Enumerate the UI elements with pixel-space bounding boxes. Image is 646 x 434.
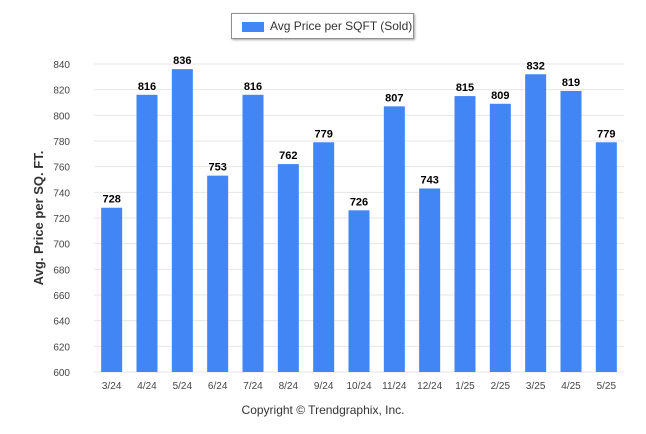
x-tick-label: 11/24 bbox=[382, 381, 407, 392]
y-tick-label: 760 bbox=[53, 163, 70, 174]
bar-9/24[interactable] bbox=[313, 142, 335, 372]
x-tick-label: 6/24 bbox=[208, 381, 228, 392]
value-label: 753 bbox=[208, 162, 226, 174]
x-tick-label: 5/25 bbox=[597, 381, 617, 392]
value-label: 726 bbox=[350, 196, 368, 208]
bar-5/24[interactable] bbox=[171, 69, 193, 372]
y-tick-label: 800 bbox=[53, 111, 70, 122]
bar-5/25[interactable] bbox=[595, 142, 617, 372]
bar-3/24[interactable] bbox=[101, 207, 123, 372]
bar-3/25[interactable] bbox=[525, 74, 547, 373]
copyright-footer: Copyright © Trendgraphix, Inc. bbox=[241, 403, 405, 417]
bars bbox=[101, 69, 617, 373]
bar-7/24[interactable] bbox=[242, 94, 264, 373]
x-tick-label: 3/25 bbox=[526, 381, 546, 392]
value-label: 779 bbox=[314, 128, 332, 140]
y-tick-label: 640 bbox=[53, 317, 70, 328]
bar-12/24[interactable] bbox=[419, 188, 441, 372]
bar-11/24[interactable] bbox=[383, 106, 405, 372]
y-tick-label: 820 bbox=[53, 86, 70, 97]
legend-label: Avg Price per SQFT (Sold) bbox=[270, 19, 413, 33]
value-label: 762 bbox=[279, 150, 297, 162]
value-label: 809 bbox=[491, 90, 509, 102]
value-label: 743 bbox=[420, 174, 438, 186]
y-tick-label: 620 bbox=[53, 342, 70, 353]
value-label: 819 bbox=[562, 77, 580, 89]
y-tick-label: 600 bbox=[53, 368, 70, 379]
value-label: 816 bbox=[138, 81, 156, 93]
bar-10/24[interactable] bbox=[348, 210, 370, 372]
y-tick-label: 840 bbox=[53, 60, 70, 71]
x-tick-label: 5/24 bbox=[173, 381, 193, 392]
x-tick-label: 2/25 bbox=[491, 381, 511, 392]
legend[interactable]: Avg Price per SQFT (Sold) bbox=[231, 13, 414, 39]
value-label: 816 bbox=[244, 81, 262, 93]
value-label: 832 bbox=[526, 60, 544, 72]
y-tick-label: 780 bbox=[53, 137, 70, 148]
x-tick-label: 8/24 bbox=[279, 381, 299, 392]
bar-4/24[interactable] bbox=[136, 94, 158, 373]
x-tick-label: 1/25 bbox=[455, 381, 475, 392]
value-label: 815 bbox=[456, 82, 474, 94]
legend-swatch bbox=[242, 22, 264, 32]
y-tick-label: 740 bbox=[53, 188, 70, 199]
y-tick-label: 680 bbox=[53, 265, 70, 276]
x-axis-ticks: 3/24 4/24 5/24 6/24 7/24 8/24 9/24 10/24 11/24 12… bbox=[102, 381, 617, 392]
x-tick-label: 4/24 bbox=[137, 381, 157, 392]
x-tick-label: 10/24 bbox=[346, 381, 371, 392]
value-label: 779 bbox=[597, 128, 615, 140]
y-tick-label: 720 bbox=[53, 214, 70, 225]
bar-6/24[interactable] bbox=[207, 175, 229, 372]
value-label: 728 bbox=[102, 194, 120, 206]
bar-2/25[interactable] bbox=[489, 103, 511, 373]
bar-4/25[interactable] bbox=[560, 90, 582, 372]
y-axis-ticks: 600 620 640 660 680 700 720 740 760 780 800 820 840 bbox=[53, 60, 70, 379]
x-tick-label: 12/24 bbox=[417, 381, 442, 392]
bar-1/25[interactable] bbox=[454, 96, 476, 372]
x-tick-label: 7/24 bbox=[243, 381, 263, 392]
x-tick-label: 3/24 bbox=[102, 381, 122, 392]
x-tick-label: 4/25 bbox=[561, 381, 581, 392]
value-label: 836 bbox=[173, 55, 191, 67]
value-labels: 728 816 836 753 816 762 779 726 807 743 815 809 832 8… bbox=[102, 55, 615, 208]
y-axis-label: Avg. Price per SQ. FT. bbox=[31, 151, 46, 286]
x-tick-label: 9/24 bbox=[314, 381, 334, 392]
y-tick-label: 700 bbox=[53, 240, 70, 251]
bar-8/24[interactable] bbox=[277, 164, 299, 372]
value-label: 807 bbox=[385, 92, 403, 104]
y-tick-label: 660 bbox=[53, 291, 70, 302]
